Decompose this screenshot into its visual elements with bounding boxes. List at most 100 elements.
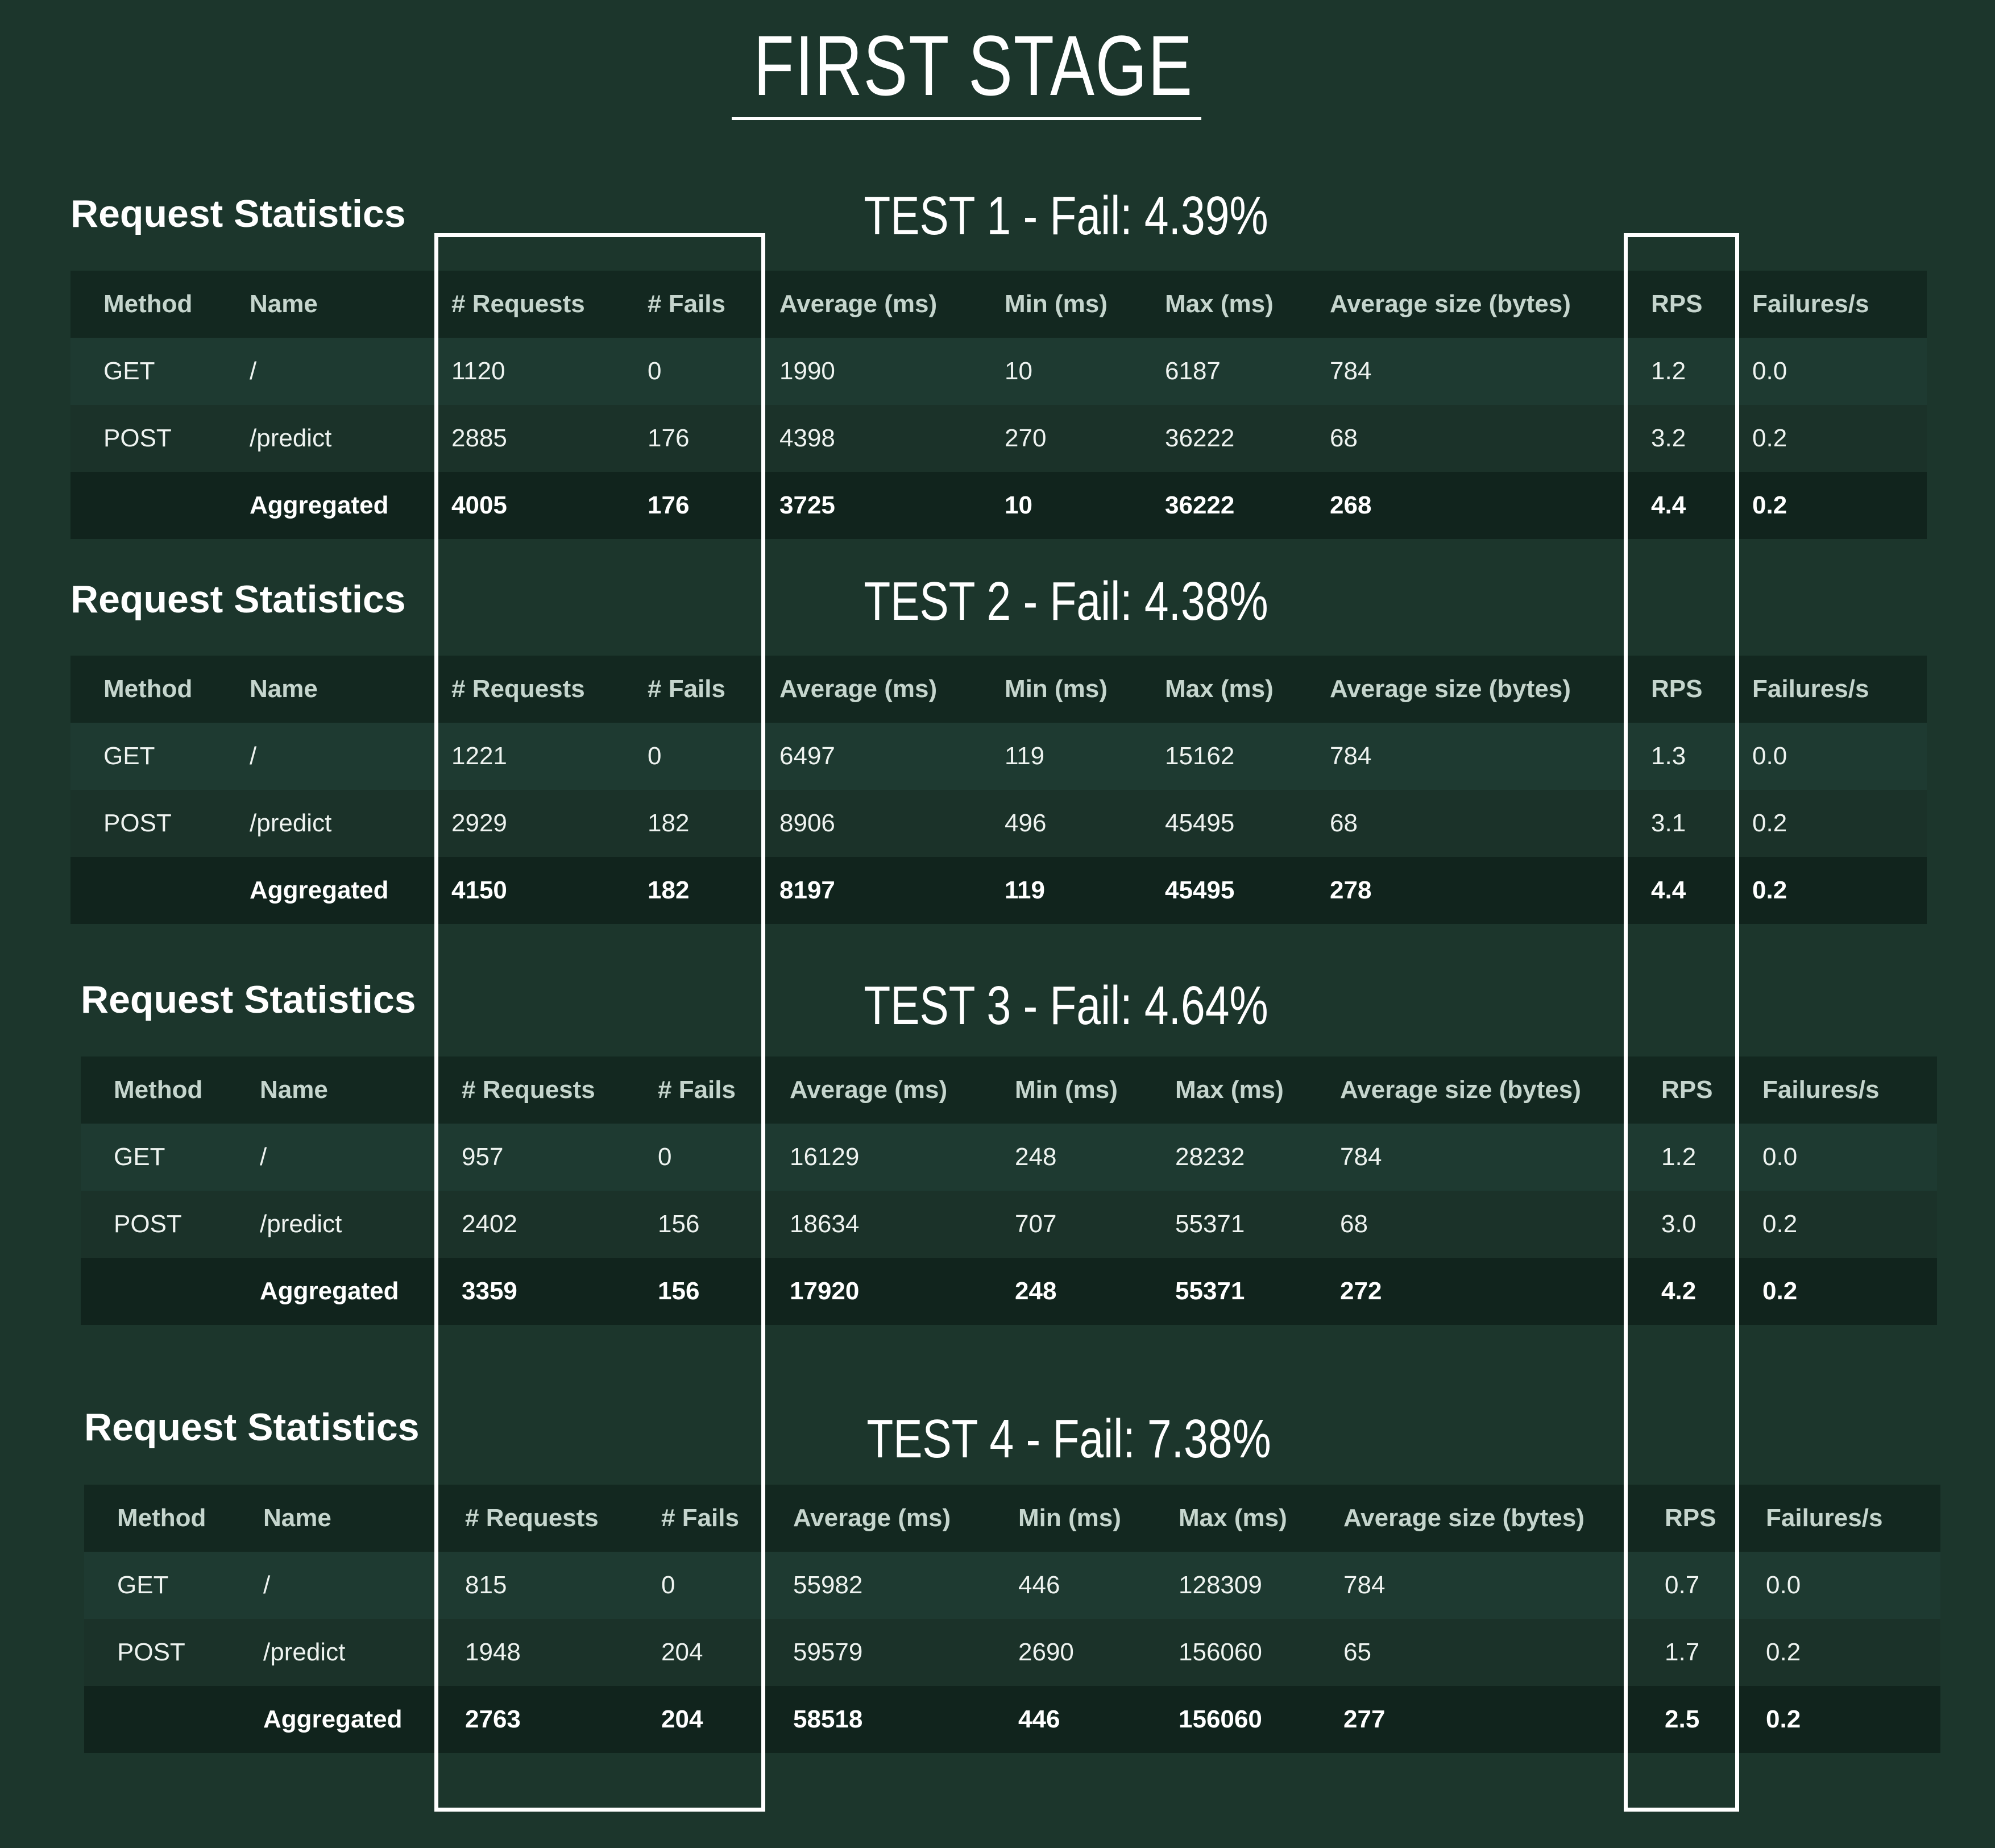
column-header: Failures/s bbox=[1752, 675, 1869, 703]
table-cell: 0.2 bbox=[1766, 1705, 1801, 1733]
column-header: Min (ms) bbox=[1018, 1504, 1121, 1532]
column-header: Failures/s bbox=[1762, 1076, 1880, 1104]
table-cell: 8197 bbox=[779, 876, 835, 904]
table-cell: 182 bbox=[648, 809, 690, 837]
table-cell: 1120 bbox=[451, 357, 505, 385]
table-cell: POST bbox=[117, 1638, 185, 1666]
table-cell: 55982 bbox=[793, 1571, 863, 1599]
table-cell: 0.7 bbox=[1665, 1571, 1700, 1599]
column-header: Average size (bytes) bbox=[1343, 1504, 1585, 1532]
section-heading: Request Statistics bbox=[70, 578, 406, 621]
aggregated-row: Aggregated 4005 176 3725 10 36222 268 4.4 0.2 bbox=[70, 472, 1927, 539]
column-header: RPS bbox=[1651, 290, 1703, 318]
table-cell: 119 bbox=[1005, 742, 1045, 770]
column-header: Method bbox=[103, 675, 193, 703]
table-cell: 0.2 bbox=[1752, 876, 1787, 904]
table-cell: 4005 bbox=[451, 491, 507, 519]
table-cell: 68 bbox=[1330, 424, 1358, 452]
table-cell: 248 bbox=[1015, 1143, 1057, 1171]
section-heading: Request Statistics bbox=[70, 192, 406, 235]
table-cell: POST bbox=[114, 1210, 182, 1238]
table-cell: 2.5 bbox=[1665, 1705, 1700, 1733]
table-cell: 0 bbox=[661, 1571, 675, 1599]
column-header: Max (ms) bbox=[1179, 1504, 1287, 1532]
table-cell: 1.2 bbox=[1651, 357, 1686, 385]
table-cell: 8906 bbox=[779, 809, 835, 837]
column-header: RPS bbox=[1661, 1076, 1713, 1104]
table-cell: 2885 bbox=[451, 424, 507, 452]
table-cell: 68 bbox=[1340, 1210, 1368, 1238]
table-cell: 2690 bbox=[1018, 1638, 1074, 1666]
table-cell: 45495 bbox=[1165, 809, 1235, 837]
table-cell: 1948 bbox=[465, 1638, 521, 1666]
table-cell: 58518 bbox=[793, 1705, 863, 1733]
table-cell: 815 bbox=[465, 1571, 507, 1599]
table-cell: 3.2 bbox=[1651, 424, 1686, 452]
table-cell: 16129 bbox=[790, 1143, 860, 1171]
table-cell: /predict bbox=[250, 809, 332, 837]
table-cell: 0.2 bbox=[1752, 491, 1787, 519]
table-cell: 446 bbox=[1018, 1705, 1060, 1733]
column-header: Failures/s bbox=[1766, 1504, 1883, 1532]
test-label: TEST 4 - Fail: 7.38% bbox=[866, 1408, 1271, 1469]
table-cell: 0.0 bbox=[1766, 1571, 1801, 1599]
table-cell: 0 bbox=[658, 1143, 672, 1171]
table-header-row: Method Name # Requests # Fails Average (ms) M… bbox=[70, 656, 1927, 723]
table-row: POST/predict 2885 176 4398 270 36222 68 3.2 0.2 bbox=[70, 405, 1927, 472]
column-header: Min (ms) bbox=[1015, 1076, 1118, 1104]
column-header: # Requests bbox=[451, 290, 585, 318]
table-header-row: Method Name # Requests # Fails Average (ms) M… bbox=[70, 271, 1927, 338]
table-row: GET / 1221 0 6497 119 15162 784 1.3 0.0 bbox=[70, 723, 1927, 790]
table-cell: 176 bbox=[648, 491, 690, 519]
table-cell: 156060 bbox=[1179, 1638, 1262, 1666]
column-header: # Fails bbox=[661, 1504, 739, 1532]
table-cell: 277 bbox=[1343, 1705, 1386, 1733]
table-cell: GET bbox=[103, 357, 155, 385]
test-label: TEST 2 - Fail: 4.38% bbox=[864, 571, 1268, 632]
table-cell: / bbox=[250, 742, 257, 770]
column-header: Max (ms) bbox=[1175, 1076, 1284, 1104]
table-cell: /predict bbox=[250, 424, 332, 452]
column-header: Name bbox=[260, 1076, 328, 1104]
table-cell: 0.2 bbox=[1762, 1210, 1798, 1238]
table-cell: 2929 bbox=[451, 809, 507, 837]
table-cell: 204 bbox=[661, 1638, 703, 1666]
column-header: RPS bbox=[1651, 675, 1703, 703]
title-underline bbox=[732, 117, 1201, 120]
test-label: TEST 1 - Fail: 4.39% bbox=[864, 185, 1268, 246]
column-header: Average (ms) bbox=[779, 290, 938, 318]
column-header: # Requests bbox=[465, 1504, 599, 1532]
table-cell: 65 bbox=[1343, 1638, 1371, 1666]
page-title: FIRST STAGE bbox=[753, 18, 1193, 113]
column-header: RPS bbox=[1665, 1504, 1716, 1532]
table-cell: 156 bbox=[658, 1210, 700, 1238]
table-cell: 3725 bbox=[779, 491, 835, 519]
table-cell: GET bbox=[114, 1143, 165, 1171]
table-cell: 4.2 bbox=[1661, 1277, 1697, 1305]
table-cell: 59579 bbox=[793, 1638, 863, 1666]
table-cell: 4150 bbox=[451, 876, 507, 904]
table-cell: 1.2 bbox=[1661, 1143, 1697, 1171]
table-cell: 446 bbox=[1018, 1571, 1060, 1599]
table-row: GET / 1120 0 1990 10 6187 784 1.2 0.0 bbox=[70, 338, 1927, 405]
table-cell: 0.0 bbox=[1762, 1143, 1798, 1171]
requests-fails-highlight-box bbox=[434, 233, 765, 1812]
table-cell: 270 bbox=[1005, 424, 1047, 452]
stats-table: Method Name # Requests # Fails Average (ms) M… bbox=[70, 656, 1927, 924]
column-header: # Requests bbox=[451, 675, 585, 703]
column-header: Method bbox=[103, 290, 193, 318]
column-header: Min (ms) bbox=[1005, 290, 1108, 318]
table-cell: 156060 bbox=[1179, 1705, 1262, 1733]
column-header: # Requests bbox=[462, 1076, 595, 1104]
table-cell: 0.0 bbox=[1752, 742, 1787, 770]
table-row: POST/predict 1948 204 59579 2690 156060 65 1.7 0… bbox=[84, 1619, 1940, 1686]
table-cell: 0.2 bbox=[1752, 809, 1787, 837]
table-cell: 2402 bbox=[462, 1210, 517, 1238]
table-cell: 15162 bbox=[1165, 742, 1235, 770]
table-header-row: Method Name # Requests # Fails Average (ms) M… bbox=[84, 1485, 1940, 1552]
table-cell: 128309 bbox=[1179, 1571, 1262, 1599]
test-label: TEST 3 - Fail: 4.64% bbox=[864, 975, 1268, 1036]
table-cell: Aggregated bbox=[260, 1277, 399, 1305]
table-row: POST/predict 2929 182 8906 496 45495 68 3.1 0.2 bbox=[70, 790, 1927, 857]
column-header: # Fails bbox=[648, 675, 725, 703]
